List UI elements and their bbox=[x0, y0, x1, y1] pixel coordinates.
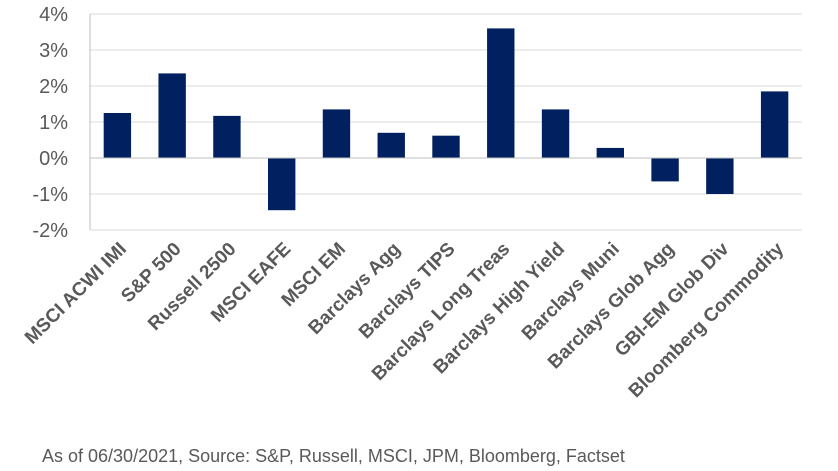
gridlines bbox=[90, 13, 802, 231]
bar bbox=[213, 115, 241, 158]
bar bbox=[487, 28, 515, 159]
bar bbox=[158, 73, 186, 158]
bar bbox=[268, 158, 296, 211]
bar bbox=[596, 147, 624, 158]
x-tick-label: MSCI ACWI IMI bbox=[21, 239, 131, 349]
bar bbox=[322, 109, 351, 158]
y-tick-labels: -2% -1% 0% 1% 2% 3% 4% bbox=[32, 4, 68, 242]
bar bbox=[432, 135, 460, 158]
bars bbox=[103, 28, 789, 211]
y-tick-label: -1% bbox=[32, 184, 68, 206]
y-tick-label: 3% bbox=[39, 40, 68, 62]
bar bbox=[541, 109, 570, 158]
bar bbox=[103, 113, 132, 158]
bar bbox=[377, 132, 405, 158]
bar bbox=[706, 158, 734, 194]
bar bbox=[651, 158, 679, 182]
y-tick-label: 2% bbox=[39, 76, 68, 98]
axes bbox=[89, 14, 802, 230]
x-tick-label: Barclays TIPS bbox=[355, 239, 459, 343]
y-tick-label: -2% bbox=[32, 220, 68, 242]
y-tick-label: 0% bbox=[39, 148, 68, 170]
y-tick-label: 1% bbox=[39, 112, 68, 134]
source-note: As of 06/30/2021, Source: S&P, Russell, … bbox=[42, 446, 625, 466]
bar bbox=[760, 91, 789, 158]
x-tick-label: Barclays Muni bbox=[518, 239, 624, 345]
y-tick-label: 4% bbox=[39, 4, 68, 26]
